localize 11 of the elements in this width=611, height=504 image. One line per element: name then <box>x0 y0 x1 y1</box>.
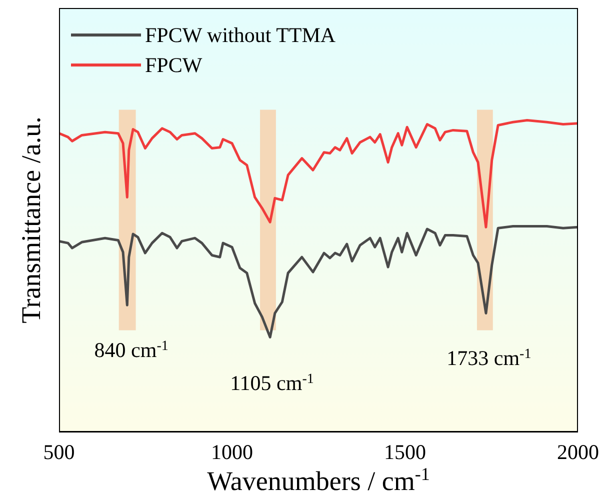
legend-label: FPCW <box>145 52 202 78</box>
x-tick-label: 1000 <box>211 440 253 464</box>
x-tick-label: 1500 <box>384 440 426 464</box>
legend-label: FPCW without TTMA <box>145 22 336 48</box>
x-tick-label: 500 <box>43 440 75 464</box>
y-axis-title: Transmittance /a.u. <box>16 116 46 324</box>
band-label: 840 cm$^{-1}$ <box>94 338 168 362</box>
x-axis-title: Wavenumbers / cm$^{-1}$ <box>207 464 430 496</box>
band-label: 1733 cm$^{-1}$ <box>446 346 532 370</box>
band-label: 1105 cm$^{-1}$ <box>230 371 314 395</box>
x-tick-label: 2000 <box>557 440 599 464</box>
